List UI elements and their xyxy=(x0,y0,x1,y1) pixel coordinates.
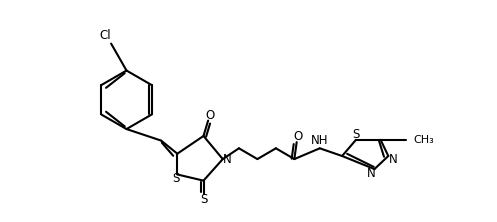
Text: S: S xyxy=(200,193,207,206)
Text: S: S xyxy=(352,128,360,141)
Text: O: O xyxy=(205,109,214,122)
Text: N: N xyxy=(223,153,232,166)
Text: NH: NH xyxy=(311,134,329,147)
Text: N: N xyxy=(389,153,397,166)
Text: S: S xyxy=(172,172,179,185)
Text: O: O xyxy=(294,130,303,143)
Text: CH₃: CH₃ xyxy=(414,135,434,145)
Text: Cl: Cl xyxy=(99,29,111,42)
Text: N: N xyxy=(367,167,376,180)
